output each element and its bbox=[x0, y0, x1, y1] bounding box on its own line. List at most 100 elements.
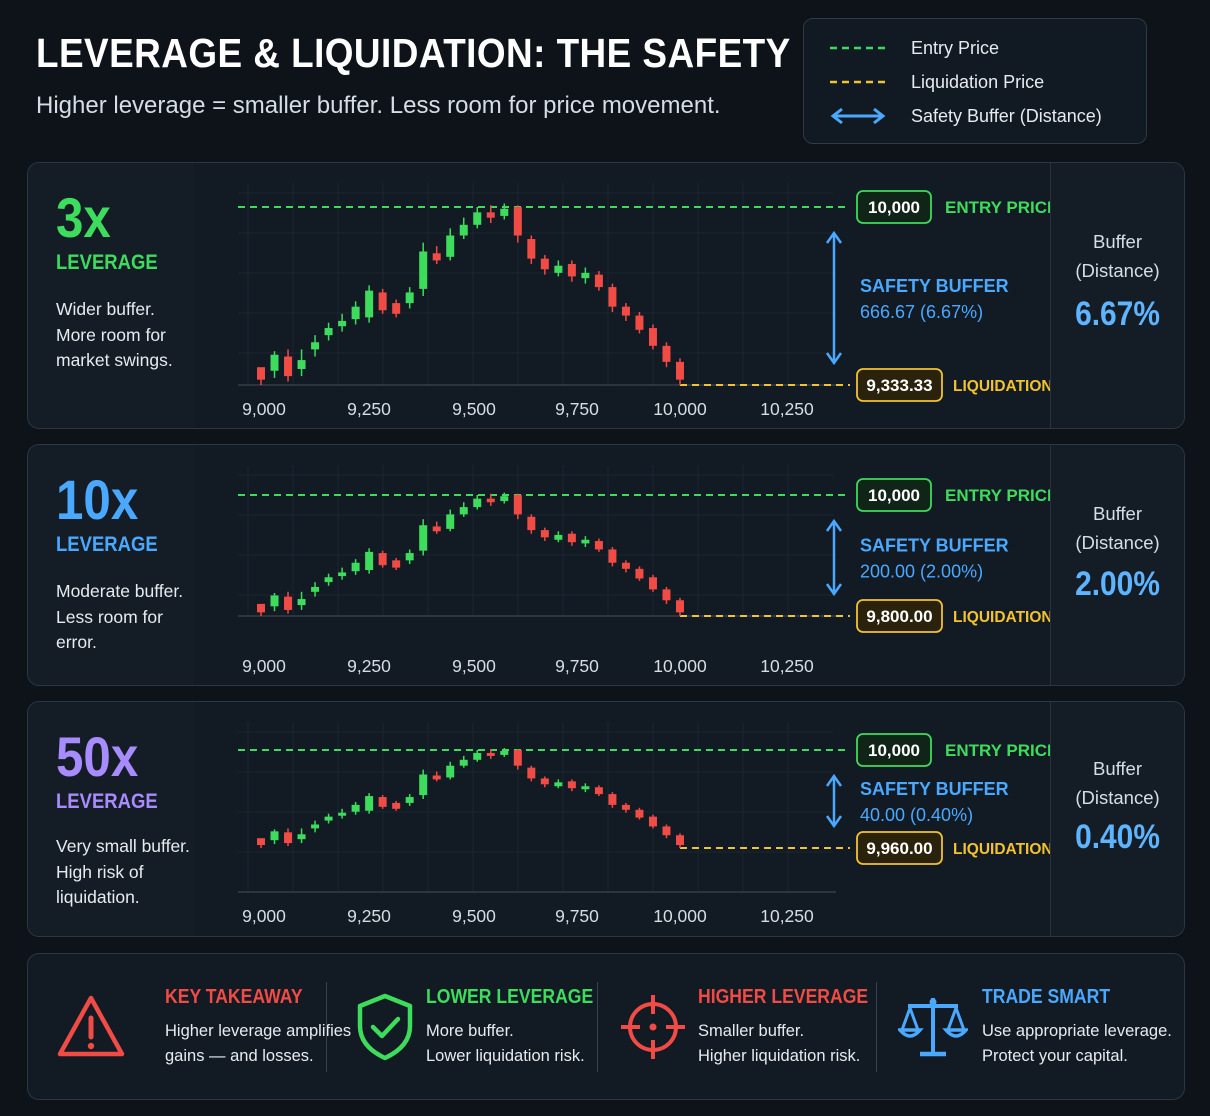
candle-body bbox=[324, 577, 333, 583]
candle bbox=[594, 538, 603, 552]
candle-body bbox=[527, 516, 536, 531]
badge-box bbox=[856, 733, 932, 767]
candle bbox=[486, 205, 495, 224]
x-tick-label: 10,250 bbox=[760, 399, 814, 419]
description-line: Moderate buffer. bbox=[56, 581, 184, 601]
candle-body bbox=[635, 809, 644, 818]
leverage-value: 50x bbox=[56, 725, 139, 788]
candle bbox=[581, 783, 590, 793]
candle bbox=[432, 521, 441, 534]
buffer-title: Buffer (Distance) bbox=[1051, 227, 1184, 285]
chart-grid bbox=[238, 722, 833, 893]
entry-price-badge: 10,000 bbox=[856, 190, 932, 224]
candle bbox=[446, 509, 455, 532]
candle bbox=[284, 349, 293, 382]
candle bbox=[419, 519, 428, 556]
safety-buffer-value: 666.67 (6.67%) bbox=[860, 302, 983, 322]
candle-body bbox=[581, 272, 590, 279]
candle-body bbox=[676, 835, 684, 846]
x-tick-label: 9,750 bbox=[555, 906, 599, 926]
candle-body bbox=[446, 765, 455, 778]
liquidation-price-badge: 9,800.00 bbox=[856, 599, 943, 633]
candle bbox=[365, 793, 374, 814]
candle-body bbox=[513, 750, 522, 766]
candle bbox=[662, 586, 671, 604]
candle bbox=[351, 801, 360, 815]
candle bbox=[608, 547, 617, 567]
candle bbox=[608, 792, 617, 808]
candle bbox=[338, 313, 347, 332]
candle bbox=[257, 367, 265, 385]
entry-price-badge: 10,000 bbox=[856, 478, 932, 512]
candle-body bbox=[608, 549, 617, 563]
candle bbox=[540, 527, 549, 541]
candle bbox=[621, 303, 630, 321]
candle-body bbox=[257, 603, 265, 613]
buffer-title: Buffer (Distance) bbox=[1051, 499, 1184, 557]
buffer-summary: Buffer (Distance) 6.67% bbox=[1050, 163, 1184, 428]
candle bbox=[554, 260, 563, 277]
footer-higher-leverage: HIGHER LEVERAGE Smaller buffer. Higher l… bbox=[618, 954, 878, 1099]
candle-body bbox=[432, 775, 441, 780]
candle bbox=[365, 285, 374, 323]
candle bbox=[621, 560, 630, 573]
candle bbox=[527, 514, 536, 534]
footer-heading: TRADE SMART bbox=[982, 986, 1111, 1008]
candle bbox=[459, 217, 468, 240]
crosshair-icon bbox=[621, 995, 685, 1059]
description-line: Very small buffer. bbox=[56, 836, 190, 856]
divider bbox=[597, 982, 598, 1072]
entry-price-label: ENTRY PRICE bbox=[945, 486, 1052, 505]
candle-body bbox=[581, 786, 590, 790]
leverage-label: LEVERAGE bbox=[56, 790, 158, 813]
candle-body bbox=[311, 824, 320, 829]
candle bbox=[419, 242, 428, 296]
candle-body bbox=[446, 514, 455, 529]
candle bbox=[378, 550, 387, 568]
legend-label: Entry Price bbox=[911, 37, 1000, 58]
buffer-title: Buffer (Distance) bbox=[1051, 754, 1184, 812]
candle bbox=[392, 800, 401, 811]
candle-body bbox=[365, 551, 374, 571]
candle bbox=[621, 802, 630, 813]
buffer-title-line: Buffer bbox=[1092, 758, 1143, 779]
candle bbox=[500, 748, 509, 757]
candle bbox=[378, 795, 387, 809]
candle bbox=[635, 312, 644, 334]
candle-body bbox=[338, 572, 347, 577]
badge-box bbox=[856, 368, 943, 402]
entry-line-swatch-icon bbox=[830, 46, 886, 50]
candle bbox=[324, 573, 333, 586]
candle bbox=[581, 267, 590, 284]
x-tick-label: 9,500 bbox=[452, 906, 496, 926]
candle bbox=[554, 531, 563, 543]
description-line: liquidation. bbox=[56, 887, 140, 907]
candle bbox=[676, 358, 684, 385]
candle-body bbox=[540, 778, 549, 785]
entry-price-label: ENTRY PRICE bbox=[945, 741, 1052, 760]
candle bbox=[351, 559, 360, 575]
footer-heading: HIGHER LEVERAGE bbox=[698, 986, 869, 1008]
buffer-arrow-head-up bbox=[825, 518, 843, 532]
candle bbox=[257, 603, 265, 616]
candle-body bbox=[365, 290, 374, 318]
candle bbox=[297, 349, 306, 377]
liquidation-badge-value: 9,800.00 bbox=[866, 607, 932, 626]
candle-body bbox=[257, 367, 265, 380]
buffer-arrow-head-up bbox=[825, 773, 843, 787]
candle-body bbox=[351, 562, 360, 572]
buffer-percent: 2.00% bbox=[1075, 565, 1160, 603]
footer-line: gains — and losses. bbox=[165, 1047, 314, 1065]
candle bbox=[270, 593, 279, 612]
warning-triangle-icon bbox=[57, 995, 125, 1057]
candle-body bbox=[378, 553, 387, 566]
leverage-panel-3x: 3x LEVERAGE Wider buffer. More room for … bbox=[27, 162, 1185, 429]
page-title: LEVERAGE & LIQUIDATION: THE SAFETY BUFFE… bbox=[36, 30, 954, 76]
badge-box bbox=[856, 831, 943, 865]
buffer-arrow-head-down bbox=[825, 583, 843, 597]
candle bbox=[297, 828, 306, 844]
candle-body bbox=[297, 599, 306, 606]
candle-body bbox=[324, 328, 333, 336]
badge-box bbox=[856, 478, 932, 512]
footer-line: Protect your capital. bbox=[982, 1047, 1128, 1065]
